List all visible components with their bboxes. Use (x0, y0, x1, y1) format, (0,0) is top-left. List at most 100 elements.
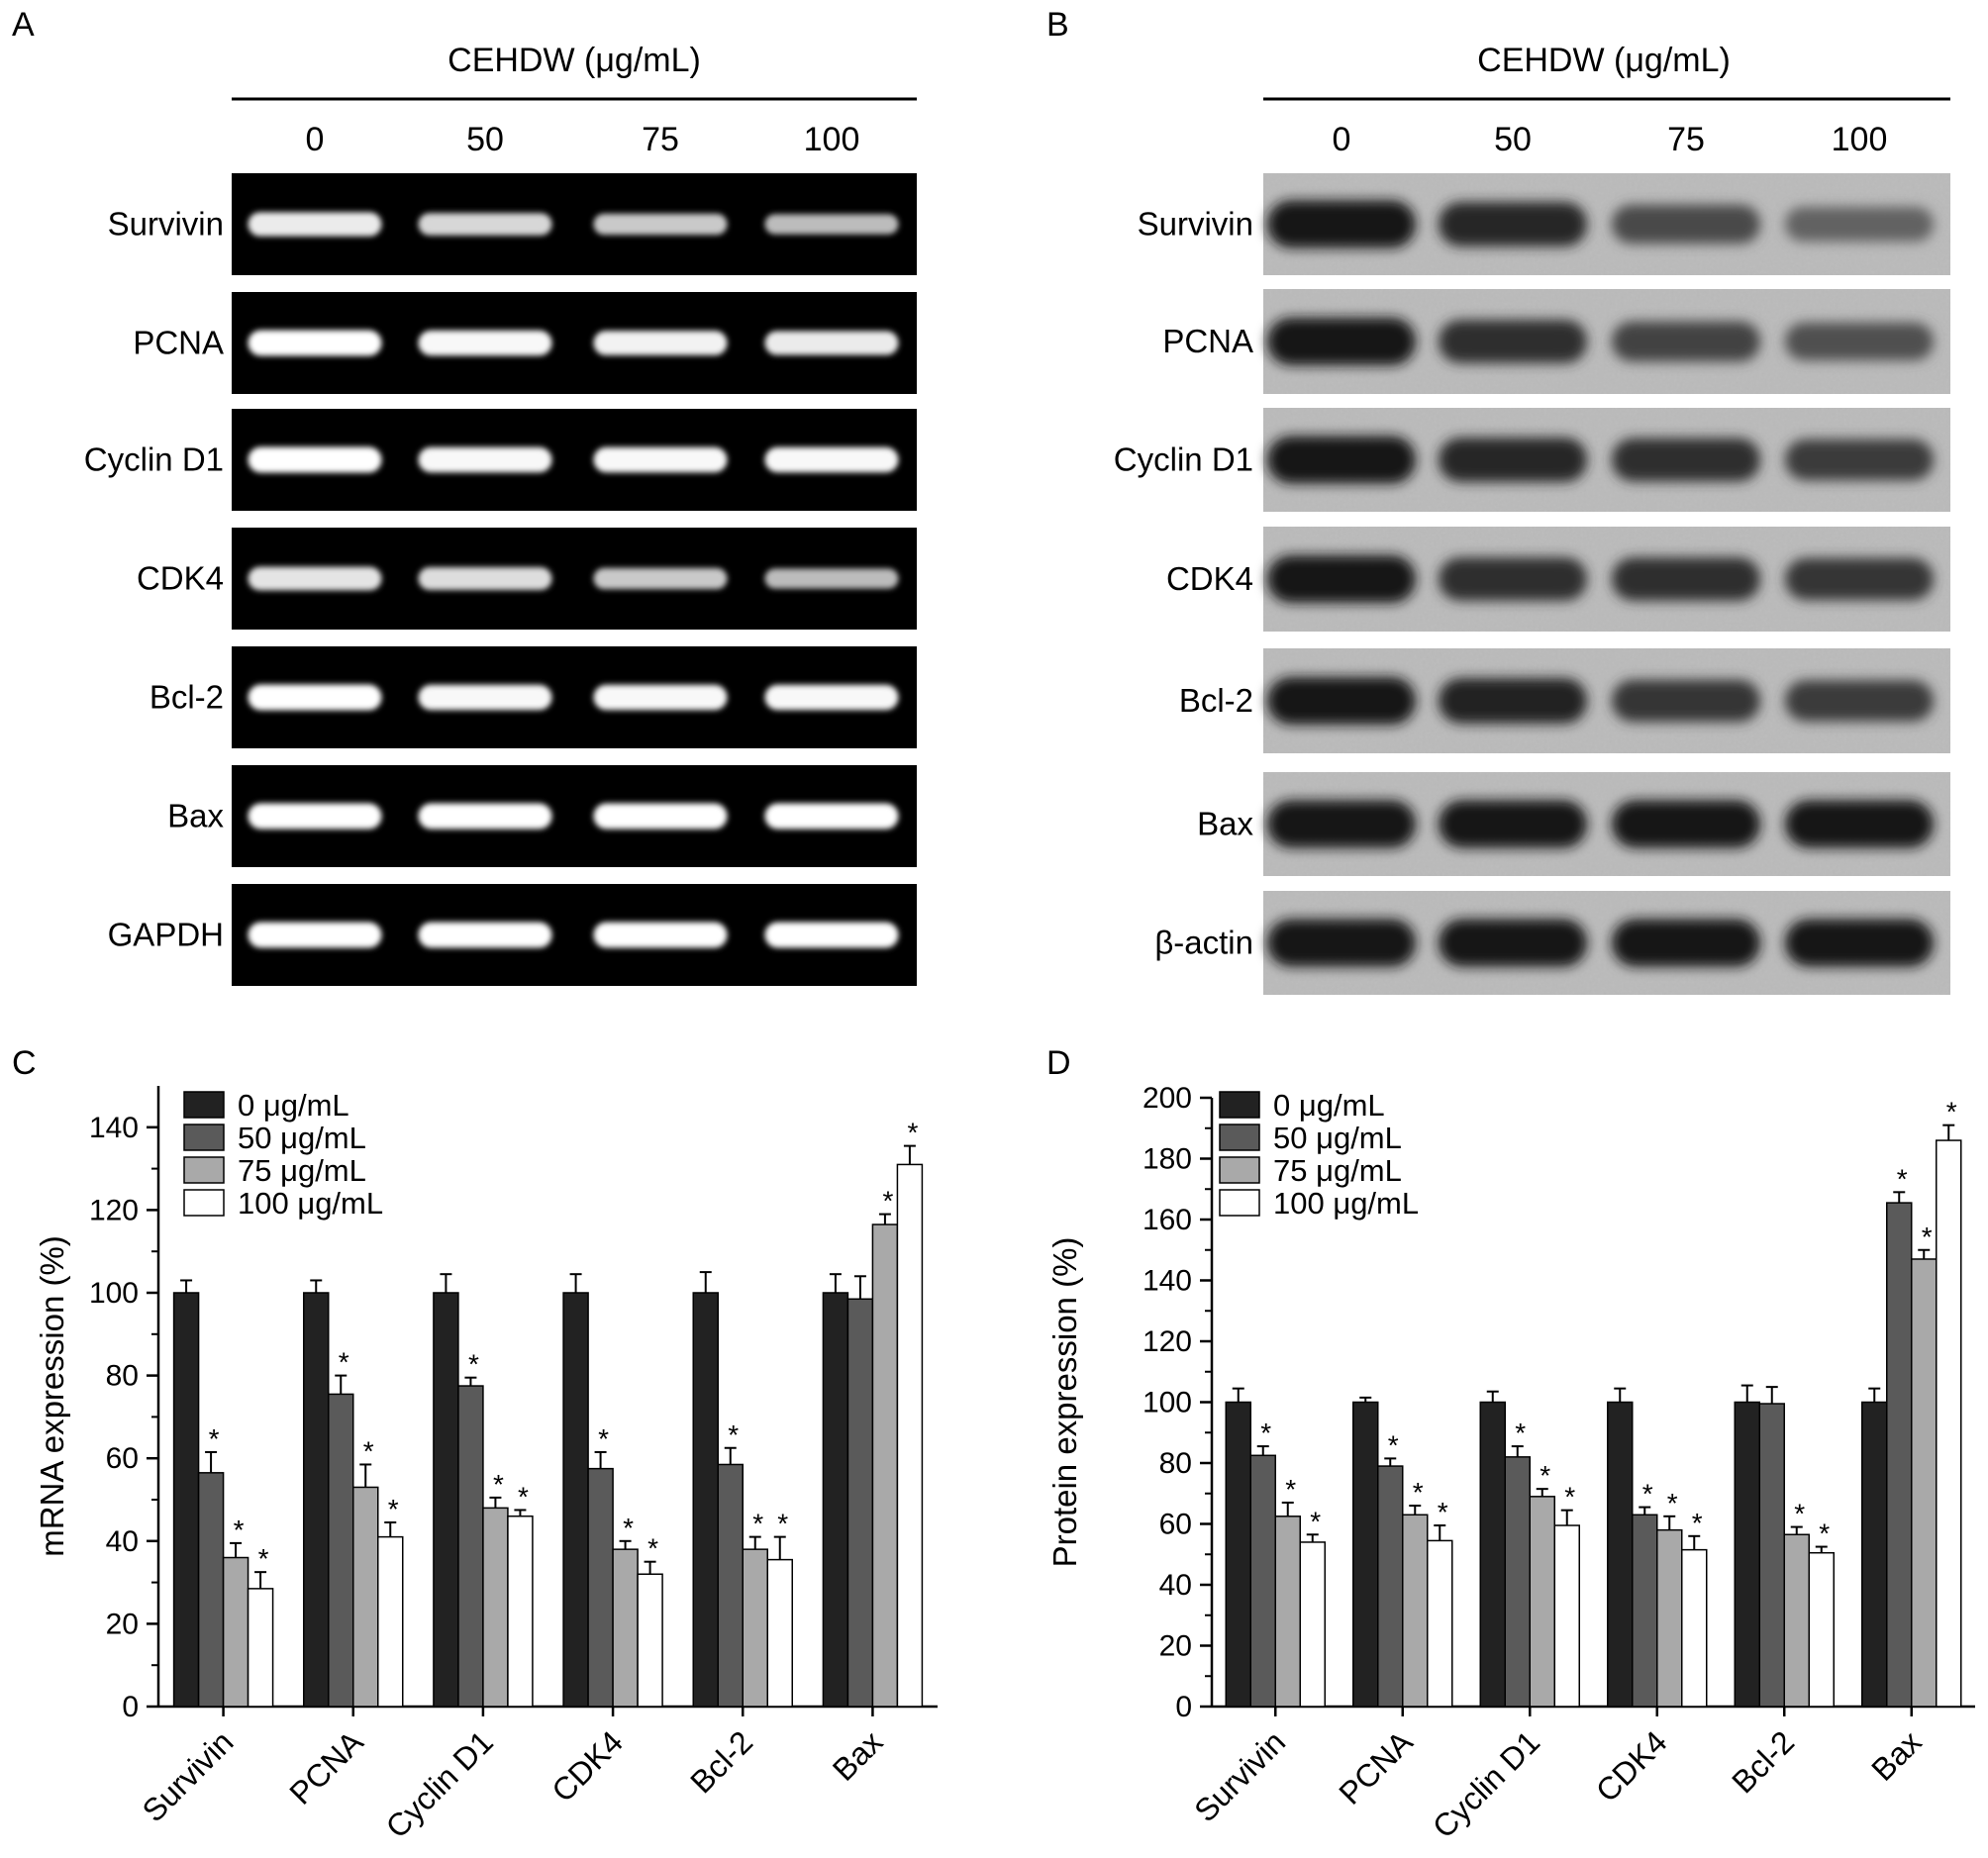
bar-survivin-75-g-ml (222, 1556, 249, 1708)
chart-d-protein: 0 20 40 60 80 100 120 140 160 180 200 Protein expre… (1046, 1082, 1975, 1845)
legend-label-75-g-ml: 75 μg/mL (238, 1153, 366, 1188)
bar-bcl-2-100-g-ml (1808, 1551, 1835, 1708)
y-tick-label-160: 160 (1143, 1204, 1192, 1236)
significance-star: * (1922, 1222, 1933, 1252)
significance-star: * (1413, 1477, 1424, 1508)
band-pcna-lane-75 (1612, 321, 1760, 362)
band-cdk4-lane-50 (418, 566, 552, 591)
gene-label-survivin: Survivin (108, 206, 224, 243)
band-survivin-lane-50 (1439, 202, 1587, 246)
panel-a-gel-strips (232, 173, 917, 986)
significance-star: * (1310, 1506, 1321, 1536)
band-bcl-2-lane-100 (1785, 680, 1934, 722)
significance-star: * (1642, 1479, 1653, 1510)
band-cyclin-d1-lane-0 (248, 446, 382, 473)
y-tick-label-180: 180 (1143, 1143, 1192, 1176)
y-tick-label-20: 20 (106, 1608, 139, 1640)
band-cdk4-lane-100 (1785, 557, 1934, 601)
bar-pcna-50-g-ml (1377, 1465, 1404, 1708)
band-bcl-2-lane-75 (1612, 679, 1760, 723)
lane-label-75: 75 (1667, 121, 1705, 158)
bar-survivin-50-g-ml (197, 1472, 225, 1708)
band-gapdh-lane-0 (248, 922, 382, 948)
gene-label-pcna: PCNA (1162, 323, 1253, 359)
panel-b: B CEHDW (μg/mL) 0 50 75 100 Survivin PCNA Cyc… (1046, 6, 1950, 995)
bar-bcl-2-75-g-ml (742, 1548, 768, 1708)
strip-bax (1263, 772, 1950, 876)
lane-label-50: 50 (1494, 121, 1532, 158)
legend-label-75-g-ml: 75 μg/mL (1273, 1153, 1402, 1188)
band-bax-lane-100 (1785, 800, 1934, 848)
legend-label-100-g-ml: 100 μg/mL (238, 1186, 383, 1221)
y-tick-label-60: 60 (106, 1442, 139, 1475)
gene-label-bax: Bax (1197, 806, 1253, 842)
bar-survivin-100-g-ml (1299, 1541, 1326, 1708)
y-tick-label-140: 140 (1143, 1265, 1192, 1298)
gene-label-actin: β-actin (1154, 925, 1253, 961)
strip-survivin (1263, 173, 1950, 275)
bar-survivin-75-g-ml (1274, 1516, 1301, 1708)
lane-label-0: 0 (306, 121, 325, 158)
x-tick-label-cyclin-d1: Cyclin D1 (1426, 1723, 1546, 1844)
legend-swatch-75-g-ml (1219, 1156, 1260, 1184)
legend-swatch-0-g-ml (183, 1091, 225, 1119)
band-bax-lane-50 (1439, 800, 1587, 848)
band-actin-lane-0 (1267, 919, 1416, 967)
band-survivin-lane-0 (1267, 200, 1416, 248)
band-bcl-2-lane-50 (1439, 678, 1587, 724)
bar-bcl-2-0-g-ml (692, 1292, 719, 1708)
significance-star: * (1692, 1508, 1703, 1538)
band-pcna-lane-75 (593, 331, 728, 355)
y-tick-label-120: 120 (89, 1194, 139, 1226)
gene-label-survivin: Survivin (1138, 206, 1253, 243)
band-gapdh-lane-75 (593, 922, 728, 948)
panel-b-gene-labels: Survivin PCNA Cyclin D1 CDK4 Bcl-2 Bax β-actin (1114, 206, 1254, 961)
bar-cdk4-0-g-ml (562, 1292, 589, 1708)
gene-label-cyclin-d1: Cyclin D1 (1114, 441, 1253, 478)
bar-cdk4-50-g-ml (587, 1467, 614, 1708)
bar-bax-50-g-ml (1886, 1202, 1913, 1708)
band-bcl-2-lane-50 (418, 684, 552, 711)
x-tick-label-survivin: Survivin (1187, 1723, 1292, 1828)
strip-cdk4 (1263, 527, 1950, 632)
band-cdk4-lane-0 (1267, 555, 1416, 603)
bar-bax-0-g-ml (1861, 1401, 1888, 1708)
band-cdk4-lane-75 (1612, 557, 1760, 601)
panel-b-header: CEHDW (μg/mL) (1477, 42, 1731, 79)
bar-bcl-2-100-g-ml (766, 1558, 793, 1708)
band-bax-lane-75 (593, 803, 728, 830)
y-tick-label-100: 100 (89, 1277, 139, 1310)
bar-bax-0-g-ml (822, 1292, 849, 1708)
legend-label-50-g-ml: 50 μg/mL (1273, 1121, 1402, 1155)
band-bax-lane-75 (1612, 800, 1760, 848)
significance-star: * (1260, 1418, 1271, 1448)
band-actin-lane-50 (1439, 919, 1587, 967)
panel-b-lane-labels: 0 50 75 100 (1333, 121, 1888, 158)
x-tick-label-pcna: PCNA (282, 1723, 370, 1811)
y-tick-label-0: 0 (122, 1691, 139, 1723)
bar-pcna-100-g-ml (1427, 1539, 1453, 1708)
bar-cyclin-d1-0-g-ml (1479, 1401, 1506, 1708)
bar-cyclin-d1-50-g-ml (457, 1385, 484, 1708)
significance-star: * (388, 1494, 399, 1524)
band-cyclin-d1-lane-50 (418, 446, 552, 473)
band-survivin-lane-75 (593, 213, 728, 236)
lane-label-0: 0 (1333, 121, 1351, 158)
x-tick-label-cdk4: CDK4 (1589, 1723, 1674, 1809)
significance-star: * (1897, 1163, 1908, 1194)
panel-letter-a: A (12, 6, 35, 44)
lane-label-100: 100 (804, 121, 860, 158)
significance-star: * (907, 1118, 918, 1148)
significance-star: * (468, 1349, 479, 1380)
bar-cdk4-75-g-ml (1656, 1528, 1683, 1708)
panel-d: D 0 20 40 60 80 100 120 140 160 180 200 Protein exp… (1046, 1044, 1975, 1845)
bar-survivin-100-g-ml (247, 1588, 274, 1708)
panel-a-header: CEHDW (μg/mL) (447, 42, 701, 79)
band-bax-lane-0 (248, 803, 382, 830)
band-pcna-lane-100 (1785, 322, 1934, 361)
bar-cdk4-100-g-ml (637, 1573, 663, 1708)
bar-cyclin-d1-75-g-ml (482, 1507, 509, 1708)
legend-label-50-g-ml: 50 μg/mL (238, 1121, 366, 1155)
significance-star: * (752, 1509, 763, 1539)
strip-bax (232, 765, 917, 867)
